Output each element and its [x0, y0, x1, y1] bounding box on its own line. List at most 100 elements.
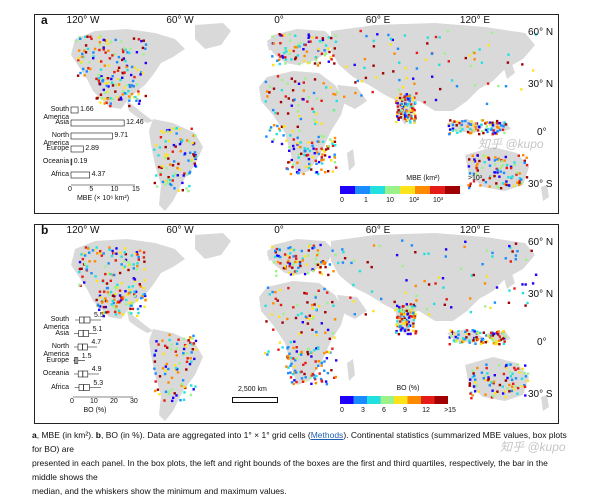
grid-cell [461, 120, 464, 123]
grid-cell [136, 68, 140, 72]
grid-cell [492, 380, 496, 383]
grid-cell [497, 330, 500, 333]
grid-cell [308, 317, 311, 321]
grid-cell [118, 311, 121, 315]
grid-cell [324, 331, 327, 334]
grid-cell [334, 144, 337, 147]
grid-cell [99, 250, 102, 253]
grid-cell [121, 93, 124, 96]
landmass [347, 359, 355, 381]
grid-cell [295, 371, 298, 374]
grid-cell [398, 61, 401, 64]
grid-cell [323, 351, 326, 355]
grid-cell [170, 347, 173, 351]
grid-cell [280, 125, 284, 128]
grid-cell [488, 121, 492, 124]
grid-cell [305, 165, 308, 168]
mbe-continent-bar-inset: South America 1.66 Asia 12.46 North America 9… [35, 103, 145, 211]
grid-cell [316, 140, 319, 143]
grid-cell [391, 38, 394, 42]
grid-cell [398, 316, 401, 319]
grid-cell [319, 377, 323, 381]
scale-bar-label: 2,500 km [238, 386, 267, 393]
grid-cell [524, 283, 527, 286]
grid-cell [487, 158, 491, 161]
grid-cell [106, 97, 110, 100]
grid-cell [175, 354, 178, 357]
grid-cell [299, 41, 302, 45]
grid-cell [292, 382, 295, 386]
grid-cell [475, 167, 478, 170]
grid-cell [134, 252, 138, 256]
grid-cell [268, 85, 272, 89]
grid-cell [438, 63, 441, 66]
grid-cell [280, 142, 284, 146]
grid-cell [136, 307, 140, 311]
grid-cell [404, 98, 407, 101]
grid-cell [395, 120, 398, 124]
grid-cell [320, 379, 323, 382]
grid-cell [501, 128, 505, 131]
grid-cell [288, 52, 291, 55]
grid-cell [154, 372, 157, 375]
grid-cell [518, 183, 521, 186]
grid-cell [194, 348, 198, 351]
grid-cell [294, 56, 298, 59]
grid-cell [399, 111, 402, 114]
grid-cell [114, 286, 117, 289]
grid-cell [489, 123, 492, 126]
landmass [267, 29, 335, 65]
grid-cell [523, 385, 527, 388]
grid-cell [144, 61, 147, 65]
grid-cell [177, 338, 180, 341]
grid-cell [122, 47, 126, 50]
grid-cell [499, 187, 503, 190]
grid-cell [409, 309, 412, 312]
grid-cell [136, 314, 139, 317]
colorbar-segment [340, 186, 356, 194]
grid-cell [269, 126, 273, 129]
grid-cell [518, 179, 521, 183]
grid-cell [320, 159, 323, 162]
caption-text: , BO (in %). Data are aggregated into 1°… [100, 430, 311, 440]
grid-cell [80, 267, 83, 270]
grid-cell [300, 351, 303, 354]
grid-cell [485, 363, 488, 366]
grid-cell [326, 302, 329, 305]
grid-cell [297, 266, 300, 269]
grid-cell [177, 162, 180, 166]
grid-cell [414, 251, 417, 254]
grid-cell [323, 53, 327, 57]
grid-cell [114, 310, 117, 314]
grid-cell [327, 36, 330, 39]
grid-cell [407, 328, 410, 332]
grid-cell [316, 263, 320, 266]
grid-cell [104, 272, 107, 276]
grid-cell [276, 124, 279, 128]
grid-cell [407, 316, 411, 319]
grid-cell [126, 51, 129, 54]
grid-cell [466, 130, 470, 134]
grid-cell [114, 38, 117, 42]
grid-cell [304, 43, 307, 47]
world-land-map [71, 23, 549, 211]
grid-cell [170, 183, 173, 187]
grid-cell [331, 140, 334, 143]
grid-cell [189, 341, 192, 345]
grid-cell [523, 371, 526, 375]
grid-cell [105, 84, 108, 88]
grid-cell [102, 46, 105, 49]
grid-cell [405, 303, 408, 306]
grid-cell [463, 337, 467, 341]
grid-cell [303, 153, 306, 157]
grid-cell [464, 119, 467, 123]
grid-cell [392, 70, 395, 73]
grid-cell [487, 44, 490, 47]
grid-cell [142, 256, 146, 259]
colorbar-segment [415, 186, 431, 194]
methods-link[interactable]: Methods [310, 430, 344, 440]
grid-cell [403, 322, 406, 325]
grid-cell [131, 285, 134, 288]
grid-cell [509, 176, 513, 179]
grid-cell [478, 132, 481, 136]
